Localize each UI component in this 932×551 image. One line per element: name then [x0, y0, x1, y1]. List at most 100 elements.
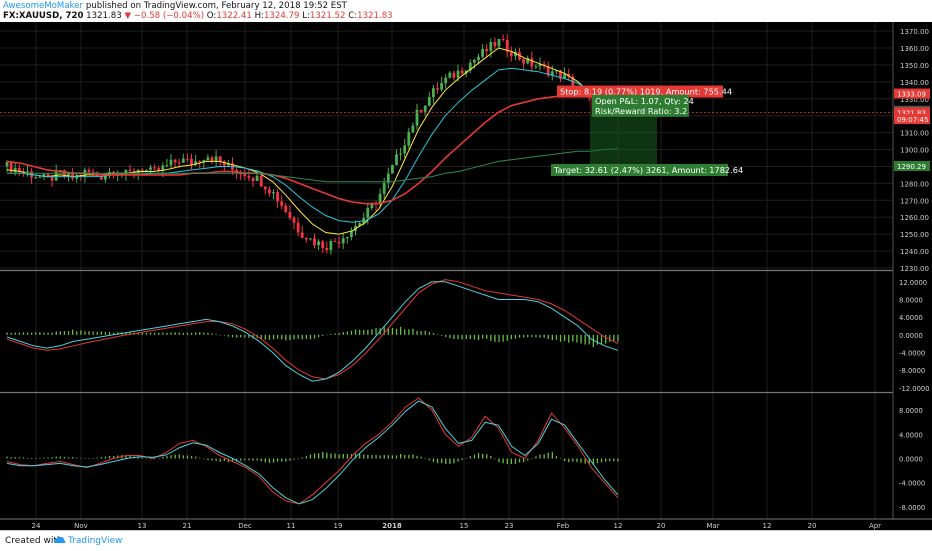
macd-histogram-bar [313, 334, 316, 339]
time-tick-label: Dec [238, 522, 252, 530]
candle-body [468, 62, 472, 71]
candle-body [161, 165, 165, 171]
time-tick-label: 24 [32, 522, 41, 530]
macd-histogram-bar [346, 331, 348, 335]
candle-body [333, 240, 337, 242]
time-tick-label: 12 [763, 522, 772, 530]
osc-histogram-bar [502, 458, 504, 464]
candle-body [304, 237, 308, 240]
candle-body [329, 240, 333, 251]
chart-canvas[interactable]: 1370.001360.001350.001340.001330.001320.… [0, 22, 932, 530]
osc-histogram-bar [231, 458, 234, 463]
time-tick-label: 20 [657, 522, 666, 530]
macd-histogram-bar [584, 334, 586, 345]
osc-histogram-bar [354, 453, 357, 459]
candle-body [17, 167, 21, 171]
osc-histogram-bar [436, 458, 439, 464]
candle-body [67, 172, 70, 176]
price-tick-label: 1370.00 [900, 28, 929, 36]
osc-histogram-bar [469, 456, 471, 459]
time-tick-label: Mar [706, 522, 719, 530]
candle-body [448, 72, 452, 78]
macd-histogram-bar [223, 334, 225, 336]
candle-body [34, 177, 38, 179]
osc-histogram-bar [400, 453, 402, 459]
price-axis[interactable]: 1370.001360.001350.001340.001330.001320.… [892, 22, 932, 530]
time-tick-label: 15 [460, 522, 469, 530]
candle-body [538, 64, 542, 67]
author-link[interactable]: AwesomeMoMaker [3, 1, 84, 11]
candle-body [386, 173, 390, 183]
osc-histogram-bar [141, 457, 143, 459]
candle-body [419, 109, 423, 112]
macd-histogram-bar [547, 334, 549, 340]
candle-body [563, 73, 566, 79]
macd-histogram-bar [104, 331, 107, 335]
osc-histogram-bar [371, 455, 373, 459]
candle-body [186, 158, 189, 160]
price-tick-label: 1340.00 [900, 79, 929, 87]
macd-histogram-bar [424, 330, 426, 335]
macd-histogram-bar [113, 332, 115, 335]
tradingview-cloud-icon [53, 535, 66, 548]
pane-dividers [0, 269, 932, 394]
macd-histogram-bar [617, 334, 619, 342]
osc-histogram-bar [182, 455, 184, 459]
candle-body [514, 51, 517, 57]
osc-histogram-bar [6, 456, 8, 459]
osc-histogram-bar [227, 458, 230, 463]
osc-histogram-bar [338, 454, 340, 459]
macd-histogram-bar [354, 329, 357, 335]
macd-histogram-bar [18, 332, 20, 335]
osc-histogram-bar [494, 458, 496, 460]
open-value: 1322.41 [216, 11, 252, 21]
position-tool[interactable]: Stop: 8.19 (0.77%) 1019, Amount: 755.44O… [0, 85, 893, 176]
candle-body [403, 145, 407, 154]
osc-histogram-bar [67, 457, 70, 459]
macd-histogram-bar [51, 332, 53, 335]
osc-histogram-bar [322, 452, 324, 459]
macd-histogram-bar [383, 327, 385, 335]
osc-histogram-bar [592, 458, 594, 465]
candle-body [382, 182, 386, 194]
macd-histogram-bar [391, 328, 394, 335]
osc-histogram-bar [395, 455, 398, 459]
osc-histogram-bar [174, 454, 176, 459]
created-with-text: Created with [5, 536, 63, 546]
ema_fast-line [6, 47, 619, 235]
osc-histogram-bar [547, 452, 549, 459]
candle-body [13, 167, 17, 173]
candle-body [423, 105, 427, 112]
osc-histogram-bar [342, 453, 344, 459]
macd-histogram-bar [84, 331, 86, 335]
price-tick-label: 1330.00 [900, 96, 929, 104]
tradingview-brand[interactable]: TradingView [68, 536, 123, 546]
time-axis[interactable]: 24 Nov 13 21 Dec 11 19 2018 15 23 Feb 12 20 Mar 12 20 Ap… [0, 518, 932, 530]
candle-body [456, 70, 460, 78]
candle-body [522, 59, 525, 64]
candle-body [247, 176, 251, 179]
osc-histogram-bar [568, 458, 570, 463]
osc-histogram-bar [551, 452, 553, 459]
osc-histogram-bar [326, 452, 328, 459]
macd-histogram-bar [482, 334, 484, 339]
macd-histogram-bar [523, 334, 525, 338]
candle-body [259, 175, 263, 187]
macd-histogram-bar [465, 334, 467, 340]
macd-histogram-bar [564, 334, 566, 341]
osc-histogram-bar [219, 458, 221, 462]
macd-histogram-bar [125, 332, 127, 335]
candle-body [473, 60, 476, 63]
osc-histogram-bar [527, 458, 529, 461]
osc-histogram-bar [178, 454, 180, 459]
macd-histogram-bar [432, 333, 435, 335]
osc-main-line [6, 400, 619, 505]
osc-histogram-bar [600, 458, 603, 463]
osc-histogram-bar [162, 456, 164, 459]
candle-body [5, 162, 9, 167]
candle-body [444, 77, 448, 84]
macd-histogram-bar [272, 334, 275, 340]
candle-body [411, 125, 415, 133]
macd-histogram-bar [305, 334, 307, 339]
macd-histogram-bar [293, 334, 295, 340]
